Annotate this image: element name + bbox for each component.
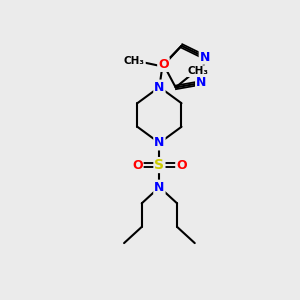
Text: CH₃: CH₃: [187, 66, 208, 76]
Text: O: O: [158, 58, 169, 71]
Text: N: N: [196, 76, 206, 89]
Text: O: O: [176, 159, 187, 172]
Text: N: N: [154, 80, 165, 94]
Text: CH₃: CH₃: [124, 56, 145, 66]
Text: N: N: [154, 181, 165, 194]
Text: N: N: [154, 136, 165, 149]
Text: N: N: [200, 51, 210, 64]
Text: O: O: [132, 159, 142, 172]
Text: S: S: [154, 158, 164, 172]
